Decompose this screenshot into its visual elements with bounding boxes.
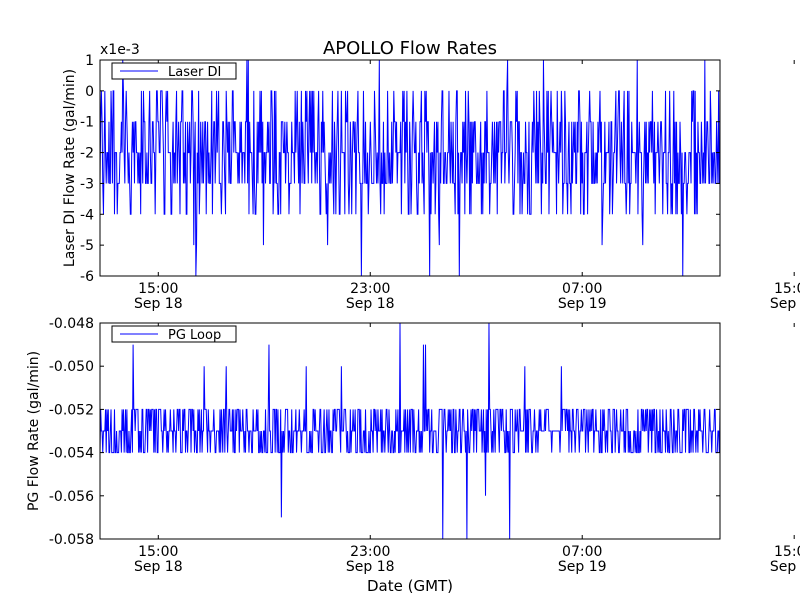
y-tick-label: -4 (80, 207, 94, 223)
y-axis-label: PG Flow Rate (gal/min) (26, 351, 42, 511)
x-tick-label-time: 07:00 (562, 281, 602, 297)
legend: PG Loop (111, 325, 237, 343)
x-tick-label-time: 15:00 (774, 281, 800, 297)
x-tick-label-date: Sep 18 (134, 559, 183, 575)
y-tick-label: -0.058 (49, 532, 94, 548)
x-tick-label-time: 15:00 (138, 281, 178, 297)
x-tick-label-time: 23:00 (350, 544, 390, 560)
legend: Laser DI (111, 62, 237, 80)
x-tick-label-date: Sep 19 (558, 559, 607, 575)
y-tick-label: -6 (80, 269, 94, 285)
x-tick-label-time: 07:00 (562, 544, 602, 560)
plot-frame (99, 322, 721, 540)
y-tick-label: -0.052 (49, 402, 94, 418)
legend-box (111, 62, 237, 80)
y-tick-label: -0.048 (49, 316, 94, 332)
x-tick-label-date: Sep 19 (770, 296, 800, 312)
bottom-panel: -0.048 -0.050 -0.052 -0.054 -0.056 -0.058 15:0… (26, 316, 800, 575)
legend-box (111, 325, 237, 343)
y-tick-label: -5 (80, 238, 94, 254)
x-tick-label-date: Sep 19 (770, 559, 800, 575)
x-tick-label-date: Sep 19 (558, 296, 607, 312)
figure-title: APOLLO Flow Rates (323, 38, 497, 59)
y-tick-label: -0.054 (49, 446, 94, 462)
y-tick-label: -0.056 (49, 489, 94, 505)
legend-label: Laser DI (168, 65, 221, 80)
series-line (100, 323, 720, 539)
legend-label: PG Loop (168, 328, 221, 343)
plot-frame (99, 59, 721, 277)
y-tick-label: -3 (80, 176, 94, 192)
y-tick-label: -1 (80, 115, 94, 131)
y-tick-label: -0.050 (49, 359, 94, 375)
x-tick-label-time: 15:00 (138, 544, 178, 560)
x-tick-label-date: Sep 18 (346, 559, 395, 575)
x-tick-label-time: 15:00 (774, 544, 800, 560)
x-tick-label-date: Sep 18 (134, 296, 183, 312)
series-line (100, 60, 720, 276)
y-axis-label: Laser DI Flow Rate (gal/min) (62, 69, 78, 267)
y-tick-label: 0 (85, 84, 94, 100)
y-tick-label: 1 (85, 53, 94, 69)
y-tick-label: -2 (80, 146, 94, 162)
x-tick-label-date: Sep 18 (346, 296, 395, 312)
y-scale-label: x1e-3 (100, 42, 140, 58)
x-axis-label: Date (GMT) (367, 577, 453, 595)
x-tick-label-time: 23:00 (350, 281, 390, 297)
